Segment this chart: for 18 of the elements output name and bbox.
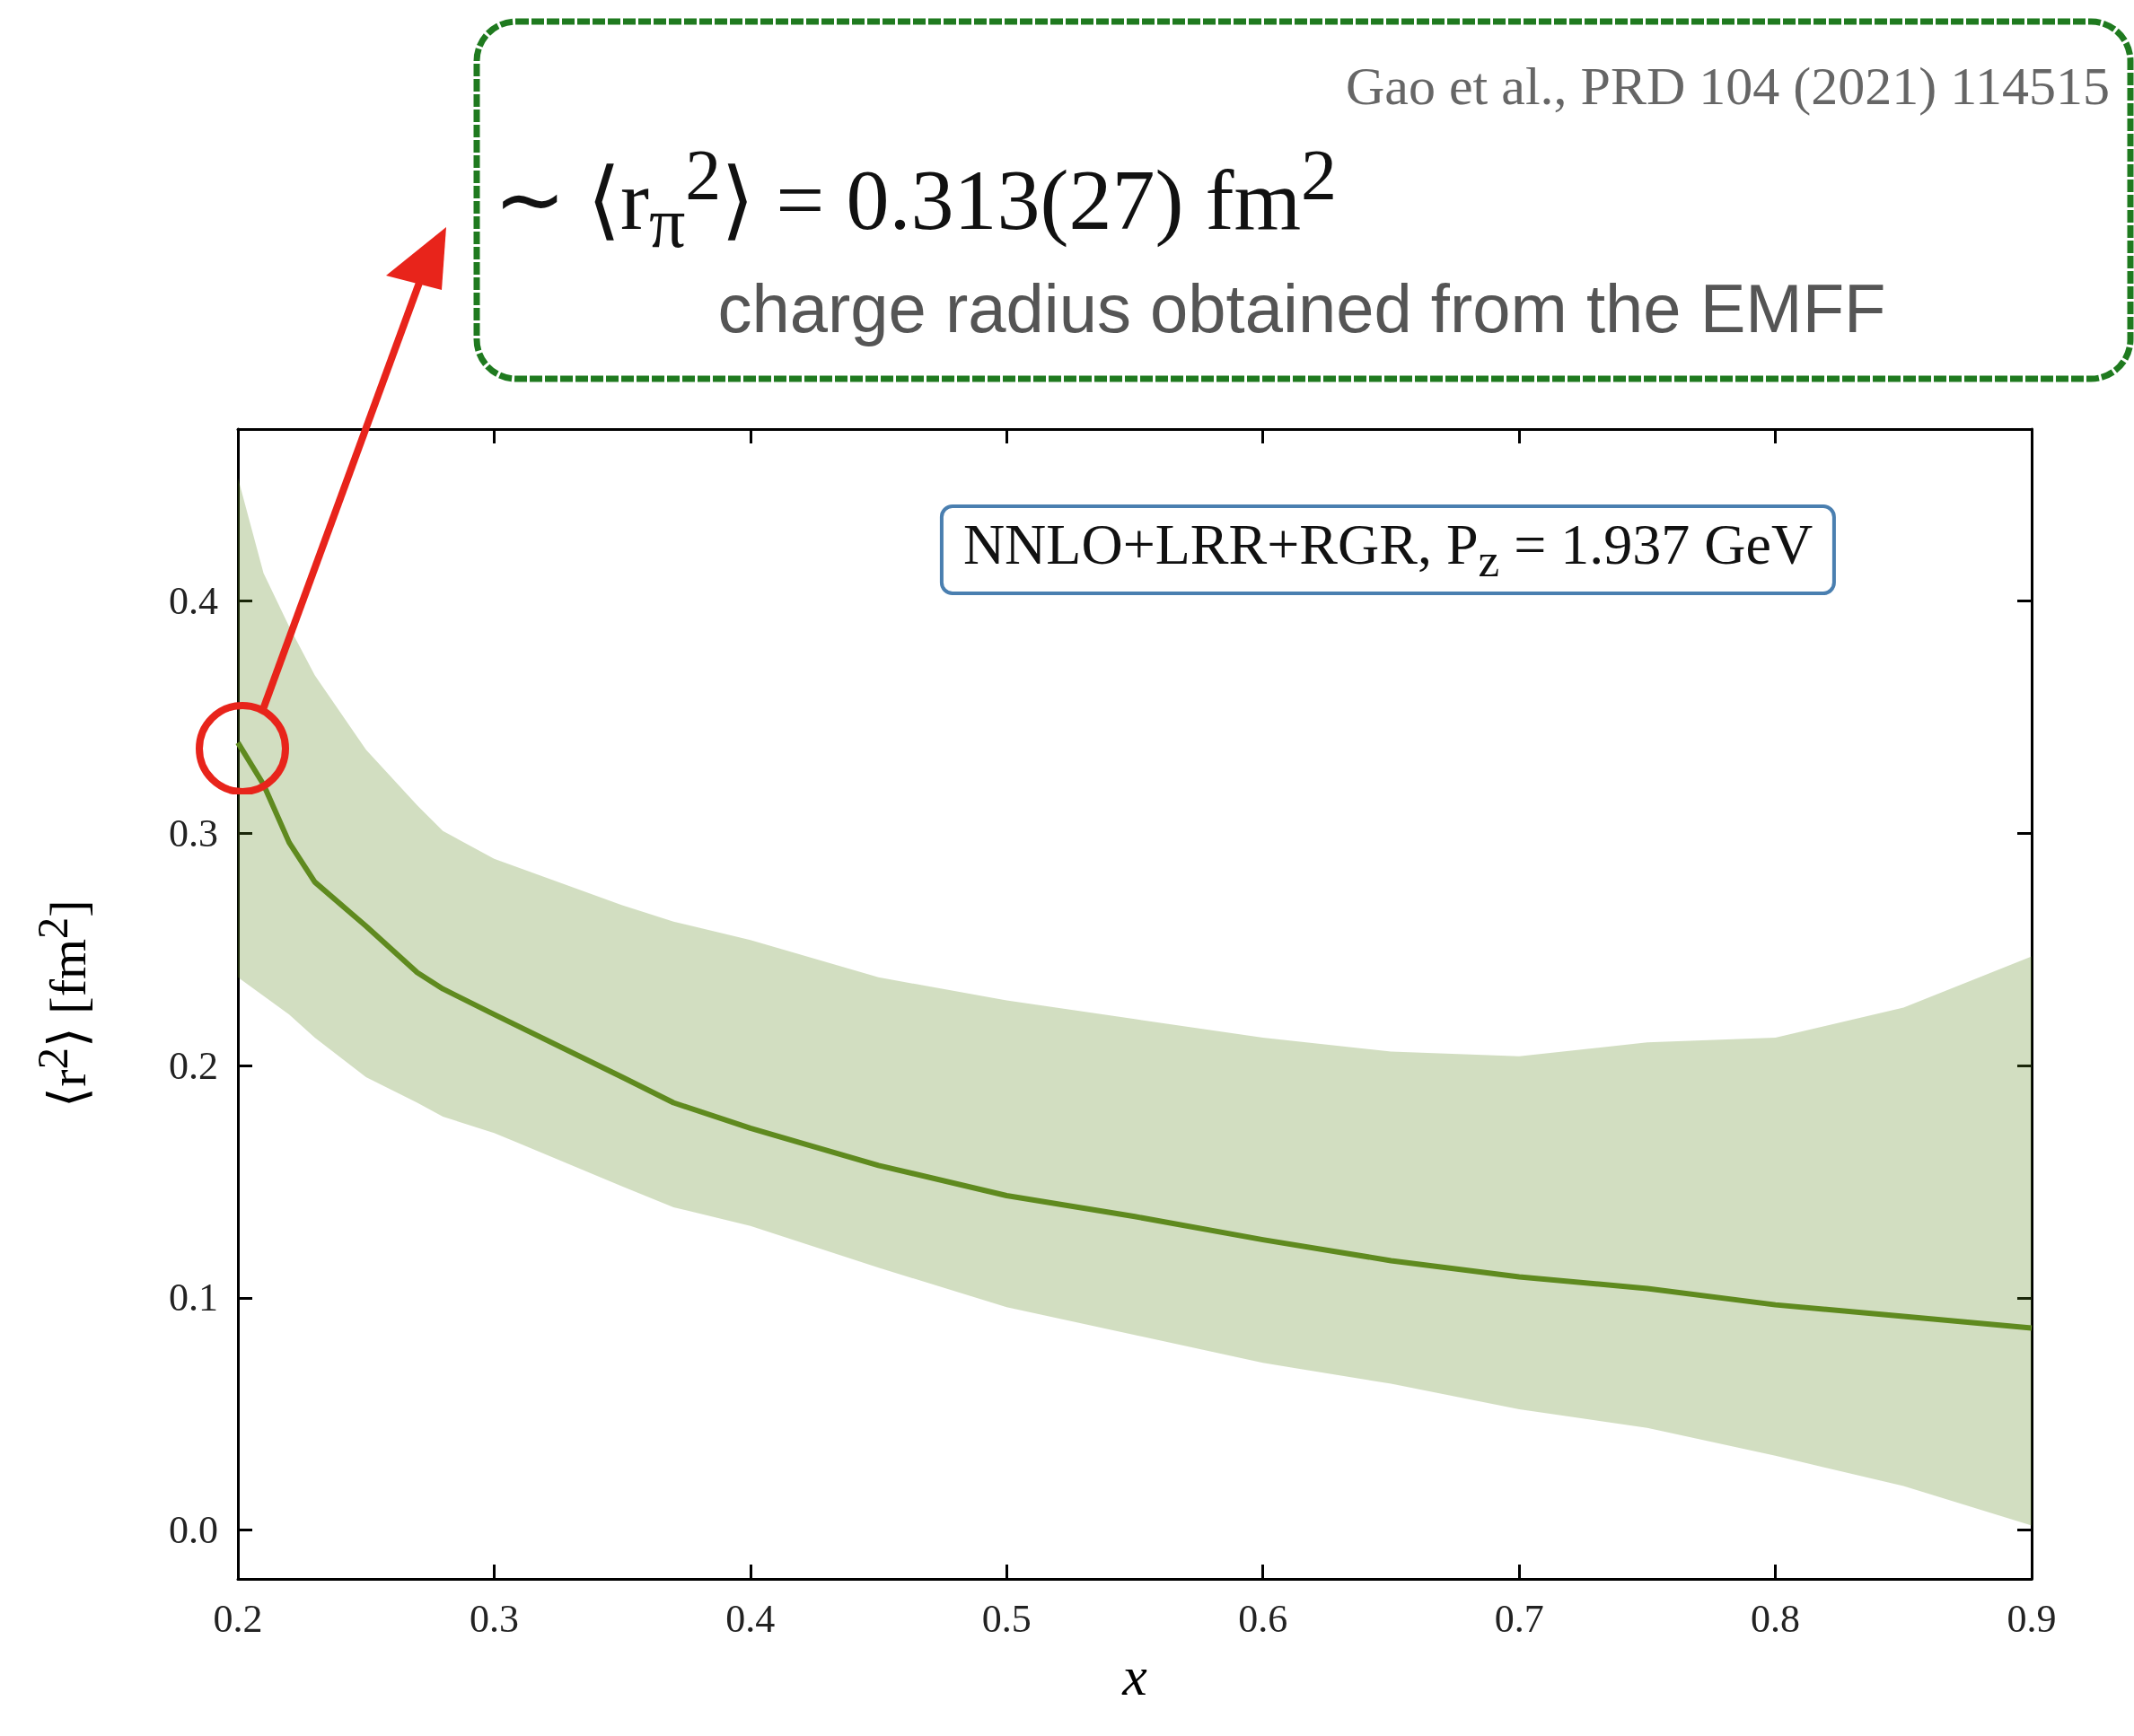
- y-tick-label: 0.2: [169, 1043, 218, 1088]
- x-tick-label: 0.5: [981, 1596, 1032, 1641]
- x-tick-label: 0.7: [1494, 1596, 1544, 1641]
- text: Gao et al., PRD 104 (2021) 114515: [1345, 56, 2110, 118]
- x-tick-label: 0.2: [213, 1596, 263, 1641]
- x-tick-label: 0.4: [725, 1596, 776, 1641]
- x-tick-label: 0.8: [1751, 1596, 1801, 1641]
- y-tick-label: 0.0: [169, 1508, 218, 1553]
- x-tick-label: 0.9: [2007, 1596, 2057, 1641]
- text: charge radius obtained from the EMFF: [717, 269, 1886, 347]
- x-axis-title: x: [1122, 1644, 1147, 1708]
- text: ∼ ⟨r$_{π}$$^{2}$⟩ = 0.313(27) fm$^{2}$: [494, 135, 1338, 265]
- annotation: NNLO+LRR+RGR, P$_{z}$ = 1.937 GeV: [939, 504, 1837, 595]
- x-tick-label: 0.6: [1238, 1596, 1288, 1641]
- y-tick-label: 0.3: [169, 811, 218, 855]
- y-tick-label: 0.4: [169, 579, 218, 623]
- x-tick-label: 0.3: [469, 1596, 519, 1641]
- y-tick-label: 0.1: [169, 1276, 218, 1320]
